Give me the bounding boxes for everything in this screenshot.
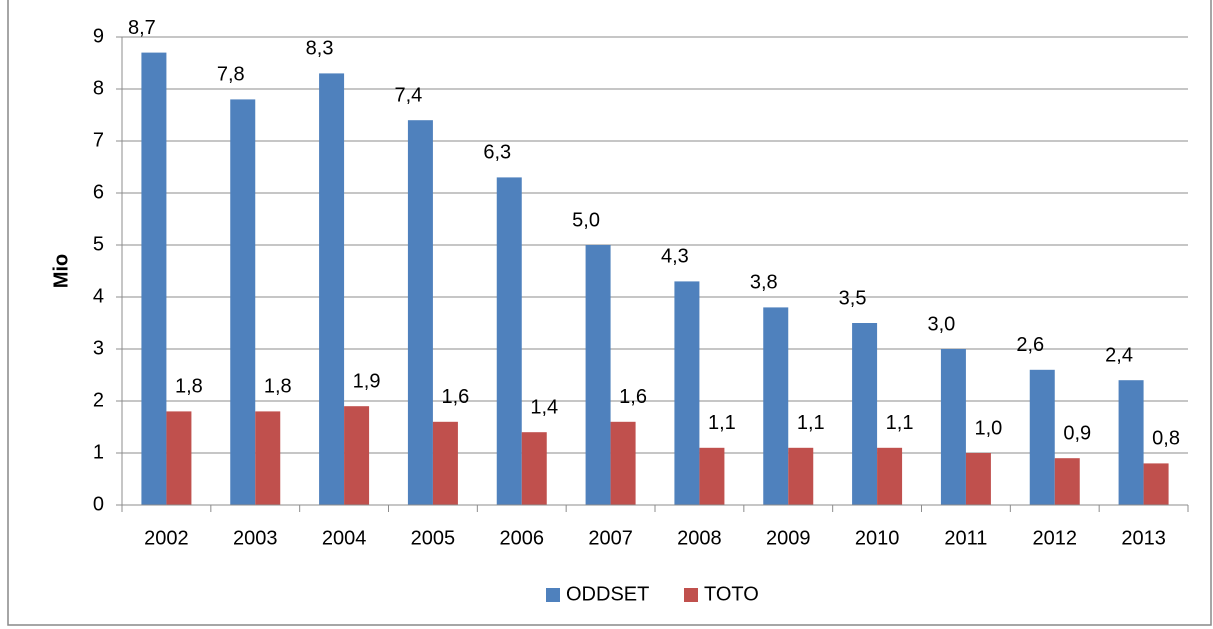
data-label: 8,3 [306,38,334,60]
data-label: 7,8 [217,64,245,86]
x-tick-label: 2010 [855,527,900,549]
bar [674,281,700,505]
data-label: 1,8 [175,376,203,398]
data-label: 6,3 [483,142,511,164]
data-label: 1,6 [442,386,470,408]
data-label: 4,3 [661,246,689,268]
chart-border [7,0,1212,626]
data-label: 1,9 [353,370,381,392]
x-tick-label: 2009 [766,527,811,549]
bar [877,447,903,505]
x-tick-label: 2005 [411,527,456,549]
x-tick-label: 2006 [500,527,545,549]
y-tick-label: 2 [93,389,104,411]
bar [230,99,256,506]
data-label: 2,6 [1016,334,1044,356]
bar [319,73,345,506]
data-label: 2,4 [1105,344,1133,366]
bar [1118,380,1144,505]
y-tick-label: 4 [93,285,104,307]
x-tick-label: 2011 [944,527,987,549]
bar [255,411,281,505]
x-tick-label: 2002 [144,527,189,549]
bar [965,453,991,505]
bar [1054,458,1080,505]
x-tick-label: 2013 [1121,527,1166,549]
bar [432,421,458,505]
data-label: 0,8 [1152,428,1180,450]
legend-swatch [546,588,560,602]
y-tick-label: 9 [93,25,104,47]
x-tick-label: 2012 [1033,527,1078,549]
legend-label: TOTO [704,583,759,605]
data-label: 8,7 [128,17,156,39]
bar [344,406,370,505]
data-label: 1,6 [619,386,647,408]
data-label: 0,9 [1063,422,1091,444]
bar [585,245,611,505]
data-label: 3,0 [928,313,956,335]
bar [940,349,966,505]
bar [763,307,789,505]
data-label: 3,8 [750,272,778,294]
data-label: 1,1 [886,412,914,434]
bar [788,447,814,505]
y-tick-label: 3 [93,337,104,359]
legend-label: ODDSET [566,583,649,605]
data-label: 1,1 [708,412,736,434]
y-tick-label: 0 [93,493,104,515]
bar [610,421,636,505]
bar [521,432,547,505]
y-tick-label: 1 [93,441,104,463]
data-label: 1,4 [530,396,558,418]
legend-swatch [684,588,698,602]
bar [699,447,725,505]
y-tick-label: 7 [93,129,104,151]
x-tick-label: 2008 [677,527,722,549]
y-tick-label: 8 [93,77,104,99]
x-tick-label: 2003 [233,527,278,549]
x-tick-label: 2007 [588,527,633,549]
data-label: 1,0 [975,417,1003,439]
data-label: 7,4 [395,84,423,106]
bar [1143,463,1169,505]
x-tick-label: 2004 [322,527,367,549]
data-label: 1,1 [797,412,825,434]
bar [496,177,522,505]
bar [407,120,433,505]
y-tick-label: 6 [93,181,104,203]
y-tick-label: 5 [93,233,104,255]
data-label: 1,8 [264,376,292,398]
bar [852,323,878,505]
bar [166,411,192,505]
data-label: 5,0 [572,209,600,231]
bar [141,52,167,505]
bar [1029,369,1055,505]
data-label: 3,5 [839,287,867,309]
y-axis-title: Mio [50,254,72,288]
